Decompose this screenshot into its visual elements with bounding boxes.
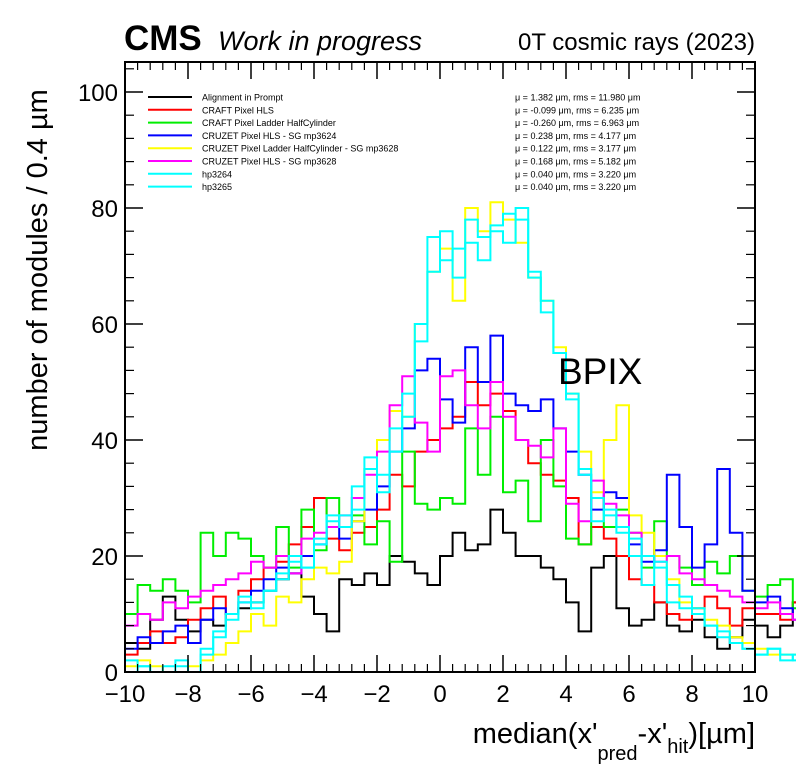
legend-entry-stats: μ = -0.260 μm, rms = 6.963 μm: [515, 118, 639, 128]
legend-entry-stats: μ = 1.382 μm, rms = 11.980 μm: [515, 93, 640, 103]
x-tick-label: 10: [742, 681, 769, 708]
x-tick-label: −6: [237, 681, 264, 708]
y-axis-label: number of modules / 0.4 µm: [22, 89, 54, 451]
legend-entry-label: hp3264: [202, 169, 232, 179]
x-axis-label-sub2: hit: [667, 736, 689, 758]
legend-entry-label: Alignment in Prompt: [202, 93, 284, 103]
series-layer: [125, 201, 796, 673]
experiment-label: CMS: [124, 19, 202, 58]
x-tick-label: 0: [433, 681, 446, 708]
legend-entry-label: hp3265: [202, 182, 232, 192]
x-tick-label: −8: [174, 681, 201, 708]
x-axis-label-end: )[µm]: [688, 718, 755, 750]
series-line-4: [125, 334, 796, 650]
legend-entry-stats: μ = 0.122 μm, rms = 3.177 μm: [515, 144, 636, 154]
x-tick-label: 4: [559, 681, 572, 708]
series-line-8: [125, 212, 796, 673]
legend-entry-label: CRUZET Pixel HLS - SG mp3628: [202, 157, 336, 167]
run-info-label: 0T cosmic rays (2023): [518, 29, 755, 56]
x-axis-label-mid: -x': [638, 718, 668, 750]
legend-entry-stats: μ = 0.168 μm, rms = 5.182 μm: [515, 157, 636, 167]
x-tick-label: 8: [685, 681, 698, 708]
x-tick-label: −4: [300, 681, 327, 708]
y-tick-label: 60: [91, 312, 118, 339]
legend-entry-label: CRUZET Pixel Ladder HalfCylinder - SG mp…: [202, 144, 398, 154]
x-tick-label: −2: [363, 681, 390, 708]
legend-entry-stats: μ = 0.040 μm, rms = 3.220 μm: [515, 182, 636, 192]
x-tick-label: 2: [496, 681, 509, 708]
x-tick-label: −10: [105, 681, 146, 708]
y-tick-label: 20: [91, 544, 118, 571]
legend-entry-stats: μ = -0.099 μm, rms = 6.235 μm: [515, 105, 639, 115]
legend-entry-stats: μ = 0.238 μm, rms = 4.177 μm: [515, 131, 636, 141]
panel-label: BPIX: [558, 351, 642, 392]
y-tick-label: 0: [105, 660, 118, 687]
y-tick-label: 100: [78, 80, 118, 107]
x-axis-label-sub1: pred: [598, 743, 638, 765]
y-tick-label: 40: [91, 428, 118, 455]
legend-entry-label: CRAFT Pixel Ladder HalfCylinder: [202, 118, 336, 128]
status-label: Work in progress: [218, 26, 422, 56]
x-axis-label: median(x'pred-x'hit)[µm]: [473, 718, 755, 765]
legend-entry-label: CRUZET Pixel HLS - SG mp3624: [202, 131, 336, 141]
x-axis-label-main: median(x': [473, 718, 598, 750]
legend: Alignment in Prompt μ = 1.382 μm, rms = 1…: [148, 93, 640, 192]
x-tick-label: 6: [622, 681, 635, 708]
legend-entry-stats: μ = 0.040 μm, rms = 3.220 μm: [515, 169, 636, 179]
y-tick-label: 80: [91, 196, 118, 223]
series-line-5: [125, 201, 796, 673]
legend-entry-label: CRAFT Pixel HLS: [202, 105, 274, 115]
